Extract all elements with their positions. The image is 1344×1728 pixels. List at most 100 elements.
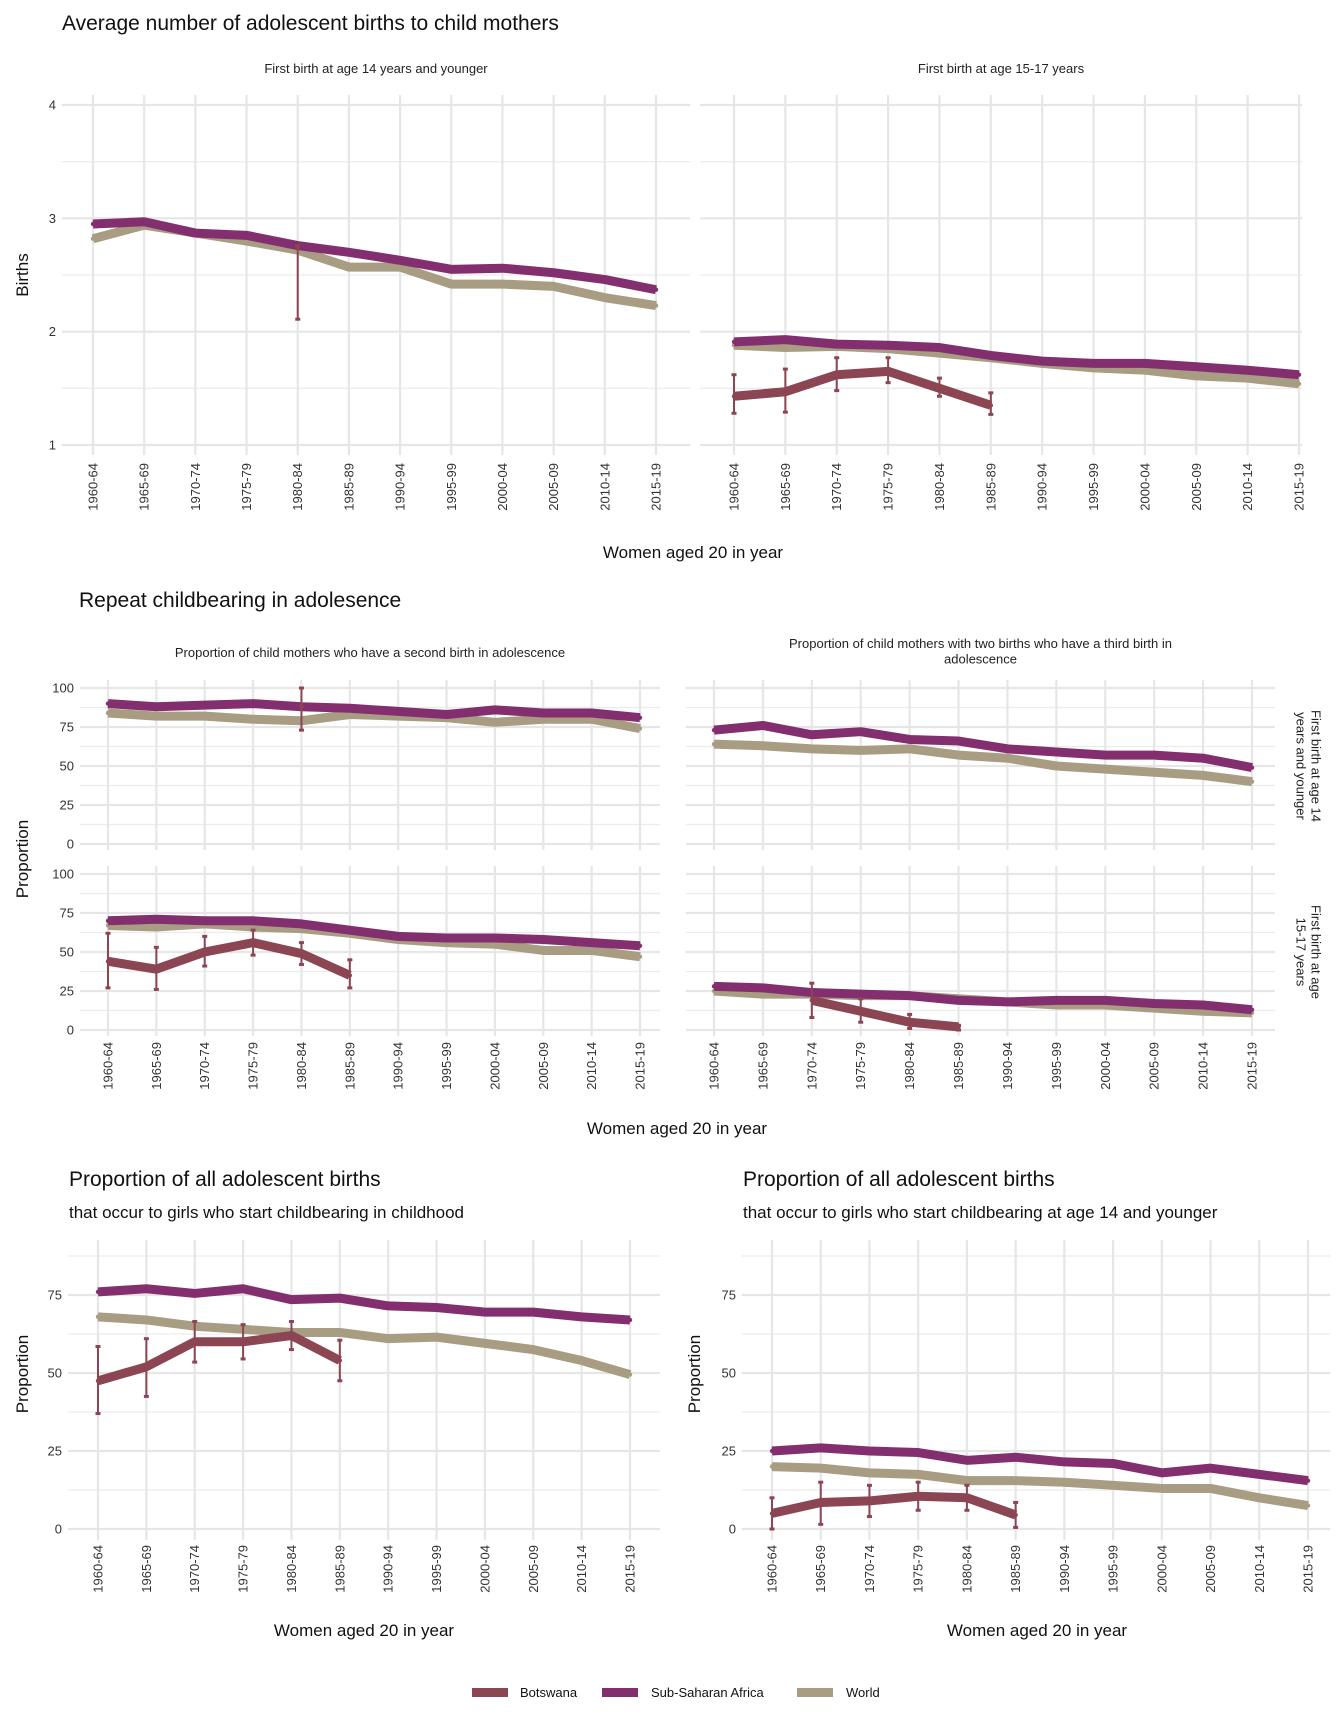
data-point-sub-saharan-africa bbox=[1103, 752, 1108, 758]
data-point-world bbox=[385, 1336, 391, 1341]
panel-births_14: 1 2 3 4 1960-64 1965-69 1970-74 1975-79 1980-84 1… bbox=[49, 61, 690, 511]
data-point-sub-saharan-africa bbox=[395, 934, 401, 939]
data-point-world bbox=[760, 743, 766, 748]
data-point-world bbox=[1062, 1480, 1067, 1485]
x-tick-label: 1965-69 bbox=[149, 1042, 164, 1090]
legend-item-botswana: Botswana bbox=[472, 1685, 578, 1700]
data-point-sub-saharan-africa bbox=[144, 1286, 149, 1291]
error-bar-botswana bbox=[956, 1023, 962, 1032]
error-bar-botswana bbox=[295, 244, 301, 321]
series-line-world bbox=[97, 1312, 632, 1379]
series-line-world bbox=[91, 220, 657, 311]
data-point-sub-saharan-africa bbox=[492, 707, 498, 713]
x-tick-label: 1970-74 bbox=[862, 1545, 877, 1593]
data-point-world bbox=[434, 1334, 439, 1340]
error-bar-botswana bbox=[240, 1323, 246, 1361]
error-bar-botswana bbox=[288, 1320, 294, 1352]
legend-item-sub-saharan-africa: Sub-Saharan Africa bbox=[602, 1685, 765, 1700]
error-bar-botswana bbox=[988, 391, 994, 416]
x-tick-label: 2015-19 bbox=[649, 463, 664, 511]
y-tick-label: 50 bbox=[60, 945, 74, 960]
panel-strip-title: Proportion of child mothers who have a s… bbox=[175, 645, 565, 660]
data-point-world bbox=[346, 264, 352, 270]
x-tick-label: 1995-99 bbox=[429, 1545, 444, 1593]
legend-swatch bbox=[602, 1688, 638, 1697]
data-point-world bbox=[769, 1464, 775, 1469]
error-bar-botswana bbox=[809, 981, 815, 1020]
series-line-world bbox=[107, 708, 641, 733]
x-tick-label: 1965-69 bbox=[813, 1545, 828, 1593]
legend-label: Sub-Saharan Africa bbox=[651, 1685, 765, 1700]
data-point-sub-saharan-africa bbox=[589, 940, 594, 945]
data-point-sub-saharan-africa bbox=[1005, 746, 1010, 752]
y-tick-label: 75 bbox=[48, 1288, 62, 1303]
series-line-botswana bbox=[810, 995, 959, 1032]
x-tick-label: 1970-74 bbox=[829, 463, 844, 511]
y-axis-title-repeat: Proportion bbox=[13, 820, 32, 898]
data-point-sub-saharan-africa bbox=[154, 704, 159, 709]
section-subtitle-share-14: that occur to girls who start childbeari… bbox=[743, 1203, 1218, 1222]
series-line-sub-saharan-africa bbox=[713, 981, 1253, 1015]
data-point-sub-saharan-africa bbox=[250, 918, 256, 923]
data-point-sub-saharan-africa bbox=[105, 701, 111, 706]
data-point-sub-saharan-africa bbox=[760, 723, 766, 728]
data-point-sub-saharan-africa bbox=[1305, 1478, 1311, 1483]
x-tick-label: 1995-99 bbox=[439, 1042, 454, 1090]
x-tick-label: 1965-69 bbox=[778, 463, 793, 511]
x-tick-label: 1980-84 bbox=[284, 1545, 299, 1593]
x-tick-label: 1995-99 bbox=[1106, 1545, 1121, 1593]
data-point-sub-saharan-africa bbox=[492, 935, 498, 941]
y-tick-label: 25 bbox=[722, 1444, 736, 1459]
data-point-sub-saharan-africa bbox=[988, 353, 994, 358]
data-point-sub-saharan-africa bbox=[579, 1314, 584, 1320]
data-point-world bbox=[1305, 1503, 1311, 1508]
data-point-world bbox=[818, 1465, 823, 1471]
data-point-sub-saharan-africa bbox=[637, 943, 643, 948]
data-point-sub-saharan-africa bbox=[1091, 361, 1096, 366]
data-point-sub-saharan-africa bbox=[783, 337, 788, 342]
section-title-share-childhood: Proportion of all adolescent births bbox=[69, 1168, 381, 1191]
data-point-world bbox=[711, 741, 717, 747]
data-point-world bbox=[154, 924, 159, 930]
data-point-sub-saharan-africa bbox=[818, 1445, 823, 1451]
data-point-sub-saharan-africa bbox=[541, 710, 546, 716]
data-point-world bbox=[858, 748, 863, 753]
data-point-sub-saharan-africa bbox=[337, 1295, 343, 1301]
data-point-world bbox=[347, 712, 353, 717]
x-tick-label: 1960-64 bbox=[765, 1545, 780, 1593]
data-point-world bbox=[337, 1330, 343, 1335]
data-point-sub-saharan-africa bbox=[346, 250, 352, 255]
data-point-sub-saharan-africa bbox=[1005, 999, 1010, 1005]
data-point-sub-saharan-africa bbox=[867, 1448, 872, 1454]
x-axis-title-share-childhood: Women aged 20 in year bbox=[274, 1621, 455, 1640]
data-point-sub-saharan-africa bbox=[95, 1289, 101, 1295]
x-tick-label: 1990-94 bbox=[1057, 1545, 1072, 1593]
y-tick-label: 3 bbox=[49, 211, 56, 226]
data-point-world bbox=[627, 1372, 633, 1377]
data-point-world bbox=[397, 264, 403, 270]
legend-label: World bbox=[846, 1685, 880, 1700]
x-tick-label: 1985-89 bbox=[1008, 1545, 1023, 1593]
data-point-world bbox=[1208, 1486, 1213, 1491]
x-tick-label: 1980-84 bbox=[932, 463, 947, 511]
data-point-world bbox=[964, 1478, 970, 1483]
x-tick-label: 2000-04 bbox=[487, 1042, 502, 1090]
series-line-sub-saharan-africa bbox=[107, 699, 641, 723]
series-line-world bbox=[771, 1462, 1309, 1511]
section-subtitle-share-childhood: that occur to girls who start childbeari… bbox=[69, 1203, 464, 1222]
x-tick-label: 1970-74 bbox=[197, 1042, 212, 1090]
data-point-world bbox=[1194, 373, 1199, 379]
data-point-sub-saharan-africa bbox=[858, 991, 863, 997]
section-title-share-14: Proportion of all adolescent births bbox=[743, 1168, 1055, 1191]
data-point-world bbox=[1142, 368, 1148, 373]
data-point-sub-saharan-africa bbox=[551, 270, 556, 275]
y-tick-label: 4 bbox=[49, 98, 56, 113]
y-tick-label: 25 bbox=[48, 1444, 62, 1459]
x-tick-label: 1985-89 bbox=[342, 1042, 357, 1090]
x-tick-label: 2005-09 bbox=[536, 1042, 551, 1090]
x-tick-label: 1970-74 bbox=[804, 1042, 819, 1090]
x-tick-label: 1965-69 bbox=[137, 463, 152, 511]
data-point-sub-saharan-africa bbox=[1208, 1465, 1213, 1471]
panel-strip-title: First birth at age 15-17 years bbox=[918, 61, 1085, 76]
